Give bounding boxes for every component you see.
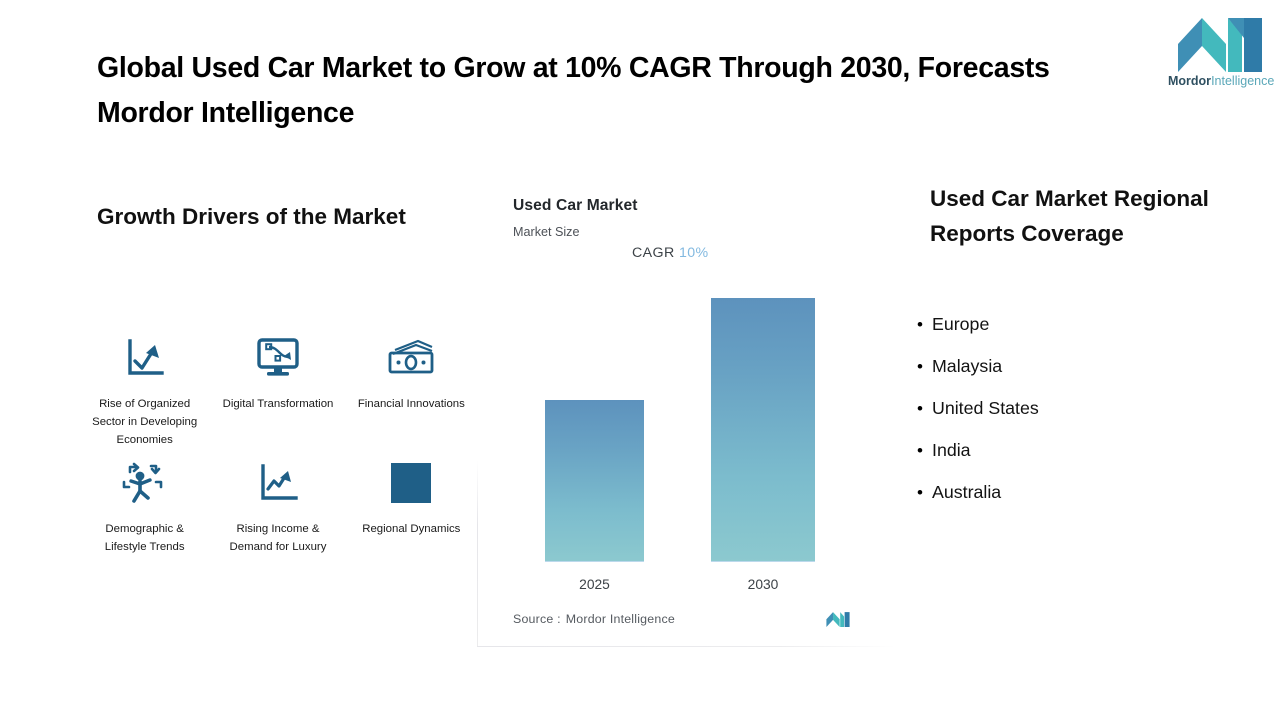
line-chart-arrow-icon xyxy=(255,455,301,511)
bullet-icon: • xyxy=(917,399,923,418)
regional-reports-heading: Used Car Market Regional Reports Coverag… xyxy=(930,186,1209,246)
bullet-icon: • xyxy=(917,483,923,502)
list-item-label: India xyxy=(932,440,971,460)
market-size-chart-card: Used Car Market Market Size CAGR 10% 202… xyxy=(477,185,897,647)
driver-label: Regional Dynamics xyxy=(362,523,461,536)
driver-label: Demographic & Lifestyle Trends xyxy=(104,523,185,554)
driver-label: Digital Transformation xyxy=(222,398,334,410)
driver-label: Rising Income & Demand for Luxury xyxy=(229,523,327,554)
brand-wordmark: MordorIntelligence xyxy=(1168,74,1275,88)
list-item-label: Malaysia xyxy=(932,356,1003,376)
driver-item-demographic-lifestyle: Demographic & Lifestyle Trends xyxy=(78,455,211,557)
bar-tick-label: 2030 xyxy=(747,577,779,592)
cagr-annotation: CAGR 10% xyxy=(632,245,709,261)
growth-drivers-grid: Rise of Organized Sector in Developing E… xyxy=(78,330,478,557)
list-item: • India xyxy=(908,440,1208,482)
driver-label: Rise of Organized Sector in Developing E… xyxy=(92,398,198,446)
driver-item-financial-innovations: Financial Innovations xyxy=(345,330,478,449)
driver-item-organized-sector: Rise of Organized Sector in Developing E… xyxy=(78,330,211,449)
card-bottom-edge xyxy=(477,646,895,647)
driver-item-digital-transformation: Digital Transformation xyxy=(211,330,344,449)
bullet-icon: • xyxy=(917,441,923,460)
banknotes-money-icon xyxy=(386,330,436,386)
cagr-value: 10% xyxy=(678,245,709,261)
bar-plot-area: 2025 2030 xyxy=(477,185,897,647)
brand-logo: MordorIntelligence xyxy=(1168,14,1275,94)
chart-source-row: Source : Mordor Intelligence xyxy=(513,611,863,627)
list-item: • Malaysia xyxy=(908,356,1208,398)
source-label: Source : xyxy=(513,612,561,626)
growth-drivers-heading: Growth Drivers of the Market xyxy=(97,204,406,229)
driver-label: Financial Innovations xyxy=(357,398,465,410)
brand-word-primary: Mordor xyxy=(1168,74,1212,88)
list-item-label: Australia xyxy=(932,482,1002,502)
list-item: • United States xyxy=(908,398,1208,440)
bullet-icon: • xyxy=(917,315,923,334)
mordor-intelligence-mark-icon xyxy=(826,612,850,627)
filled-square-icon xyxy=(388,455,434,511)
bar-fill xyxy=(711,298,815,562)
monitor-design-curve-icon xyxy=(254,330,302,386)
card-left-edge xyxy=(477,460,478,647)
growth-chart-arrow-icon xyxy=(122,330,168,386)
list-item: • Europe xyxy=(908,314,1208,356)
driver-item-rising-income: Rising Income & Demand for Luxury xyxy=(211,455,344,557)
driver-item-regional-dynamics: Regional Dynamics xyxy=(345,455,478,557)
person-trends-arrows-icon xyxy=(120,455,170,511)
cagr-label: CAGR xyxy=(632,245,675,261)
list-item-label: United States xyxy=(932,398,1039,418)
list-item-label: Europe xyxy=(932,314,990,334)
bar-fill xyxy=(545,400,644,562)
chart-title: Used Car Market xyxy=(513,197,638,214)
bar-tick-label: 2025 xyxy=(579,577,610,592)
brand-word-secondary: Intelligence xyxy=(1211,74,1275,88)
page-title: Global Used Car Market to Grow at 10% CA… xyxy=(97,52,1050,129)
source-name: Mordor Intelligence xyxy=(565,612,675,626)
bullet-icon: • xyxy=(917,357,923,376)
mordor-intelligence-logo-icon xyxy=(1178,18,1262,72)
bar-2025: 2025 xyxy=(545,400,644,592)
regional-reports-list: • Europe • Malaysia • United States • In… xyxy=(908,314,1208,524)
list-item: • Australia xyxy=(908,482,1208,524)
bar-2030: 2030 xyxy=(711,298,815,592)
chart-subtitle: Market Size xyxy=(513,225,580,239)
